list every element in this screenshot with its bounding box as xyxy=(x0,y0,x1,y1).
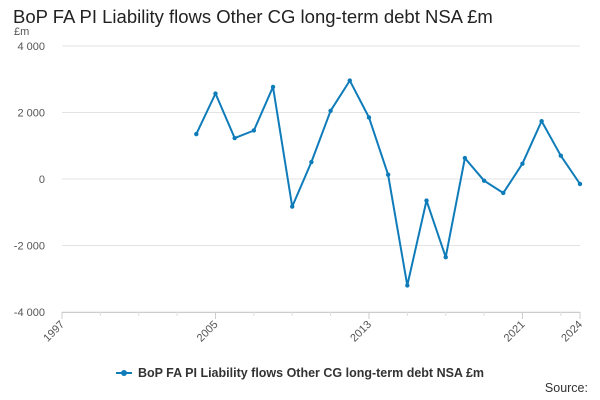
data-point xyxy=(558,153,564,158)
data-point xyxy=(309,159,314,165)
data-point xyxy=(520,161,525,166)
x-tick-label: 2005 xyxy=(195,319,221,345)
data-point xyxy=(443,254,448,260)
y-tick-label: -4 000 xyxy=(14,307,45,319)
chart-title: BoP FA PI Liability flows Other CG long-… xyxy=(13,6,493,27)
data-point xyxy=(501,190,506,196)
legend-line-marker xyxy=(115,368,132,378)
data-point xyxy=(481,178,487,183)
data-point xyxy=(577,181,583,187)
data-point xyxy=(213,91,218,96)
data-point xyxy=(385,172,391,177)
source-label: Source: xyxy=(544,381,588,395)
y-tick-label: 0 xyxy=(39,174,45,186)
data-point xyxy=(328,108,333,114)
data-point xyxy=(270,84,276,90)
y-tick-label: -2 000 xyxy=(14,241,45,253)
data-point xyxy=(251,128,257,133)
y-axis-unit-label: £m xyxy=(14,26,30,38)
data-point xyxy=(424,198,429,203)
series-layer xyxy=(194,78,583,288)
x-tick-label: 2024 xyxy=(559,319,585,345)
data-point xyxy=(366,115,372,120)
x-tick-label: 1997 xyxy=(41,319,67,345)
x-tick-label: 2013 xyxy=(348,319,374,345)
data-point xyxy=(462,155,468,161)
x-axis: 1997 2005 2013 2021 2024 xyxy=(41,312,585,344)
legend-label: BoP FA PI Liability flows Other CG long-… xyxy=(137,366,485,380)
data-point xyxy=(405,283,410,288)
x-tick-label: 2021 xyxy=(502,319,528,345)
legend: BoP FA PI Liability flows Other CG long-… xyxy=(0,366,600,380)
data-point xyxy=(539,118,544,124)
y-tick-label: 4 000 xyxy=(17,41,45,53)
data-point xyxy=(194,131,199,137)
data-point xyxy=(347,78,352,83)
data-point xyxy=(232,135,237,141)
data-point xyxy=(290,204,295,209)
series-line xyxy=(195,79,581,287)
gridlines xyxy=(62,45,580,313)
y-tick-label: 2 000 xyxy=(17,108,45,120)
y-tick-labels: 4 000 2 000 0 -2 000 -4 000 xyxy=(14,41,45,319)
